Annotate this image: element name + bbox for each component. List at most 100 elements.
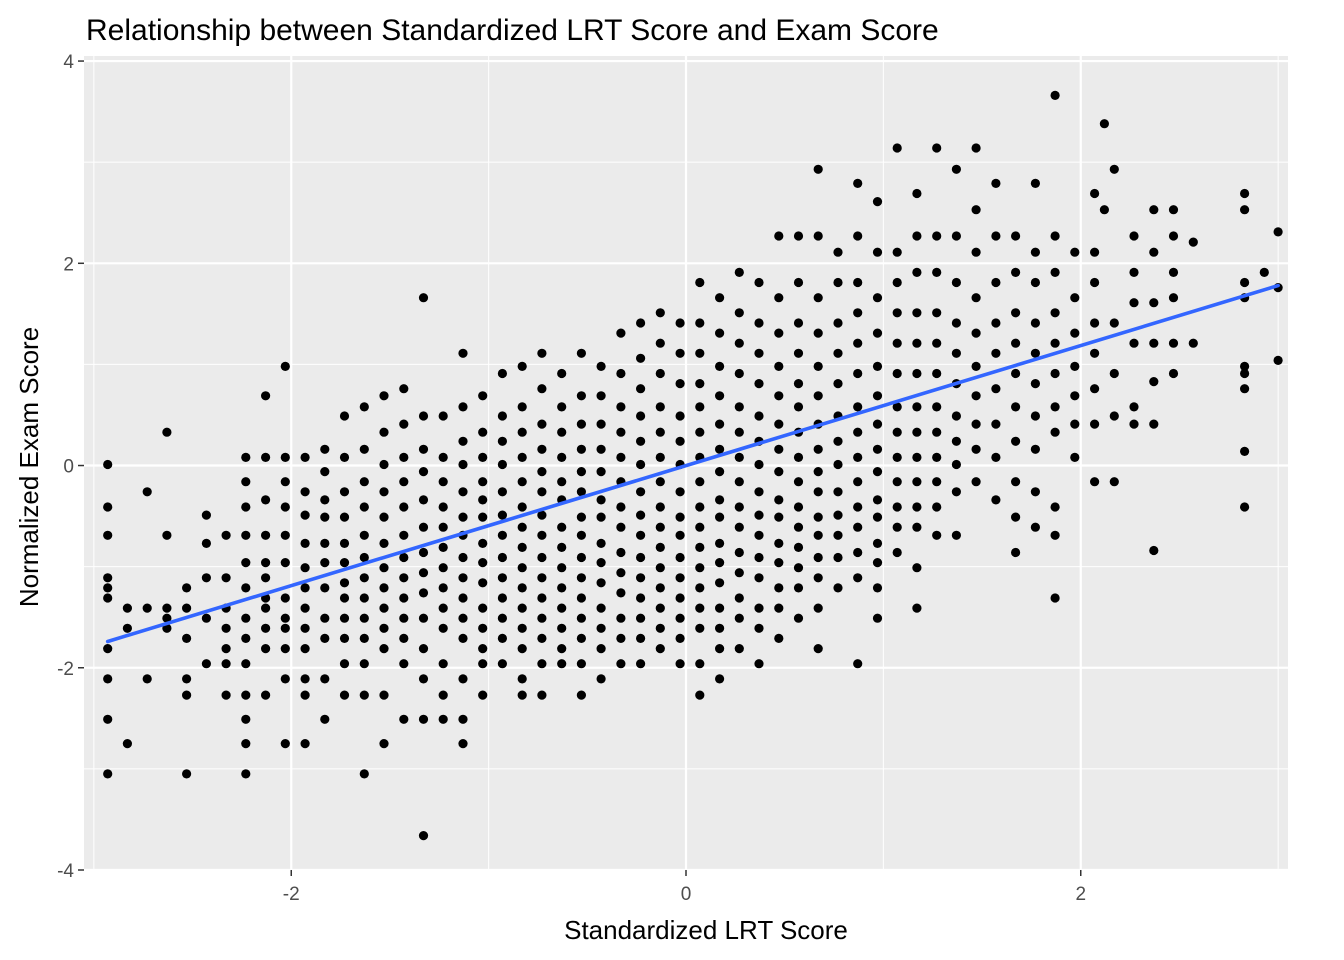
data-point	[497, 411, 507, 421]
data-point	[754, 573, 764, 583]
data-point	[695, 563, 705, 573]
data-point	[636, 411, 646, 421]
data-point	[300, 623, 310, 633]
data-point	[497, 487, 507, 497]
data-point	[1240, 188, 1250, 199]
data-point	[517, 583, 527, 593]
data-point	[1188, 237, 1198, 247]
data-point	[892, 368, 902, 379]
data-point	[1090, 419, 1100, 429]
data-point	[359, 769, 369, 779]
data-point	[478, 659, 488, 669]
data-point	[1011, 512, 1021, 522]
data-point	[793, 583, 804, 593]
data-point	[991, 384, 1001, 394]
data-point	[241, 659, 251, 669]
data-point	[951, 436, 962, 446]
data-point	[537, 348, 547, 358]
data-point	[1240, 368, 1250, 379]
data-point	[774, 444, 784, 454]
data-point	[774, 293, 784, 303]
data-point	[1168, 205, 1179, 215]
data-point	[458, 436, 468, 446]
data-point	[201, 613, 211, 623]
data-point	[557, 522, 567, 532]
data-point	[1129, 231, 1139, 241]
data-point	[892, 477, 902, 487]
data-point	[359, 573, 369, 583]
data-point	[359, 502, 369, 512]
data-point	[162, 613, 172, 623]
data-point	[675, 552, 685, 563]
data-point	[616, 588, 626, 598]
data-point	[1168, 267, 1179, 277]
data-point	[813, 512, 823, 522]
data-point	[715, 444, 725, 454]
data-point	[655, 427, 665, 437]
data-point	[1011, 267, 1021, 277]
data-point	[616, 427, 626, 437]
data-point	[261, 623, 271, 633]
data-point	[853, 573, 863, 583]
data-point	[853, 522, 863, 532]
data-point	[458, 739, 468, 749]
data-point	[754, 552, 764, 563]
data-point	[418, 444, 429, 454]
data-point	[339, 659, 350, 669]
data-point	[201, 659, 211, 669]
data-point	[1050, 231, 1060, 241]
data-point	[754, 510, 764, 520]
data-point	[675, 512, 685, 522]
data-point	[103, 714, 113, 724]
x-axis-ticks: -2 0 2	[283, 870, 1086, 905]
data-point	[261, 391, 271, 401]
data-point	[280, 674, 290, 684]
data-point	[458, 674, 468, 684]
data-point	[991, 452, 1001, 462]
data-point	[517, 361, 527, 371]
data-point	[537, 444, 547, 454]
data-point	[182, 583, 192, 593]
data-point	[399, 573, 409, 583]
data-point	[557, 583, 567, 593]
data-point	[320, 583, 330, 593]
data-point	[458, 459, 468, 470]
data-point	[182, 769, 192, 779]
data-point	[320, 558, 330, 568]
data-point	[478, 690, 488, 700]
data-point	[715, 558, 725, 568]
data-point	[280, 361, 290, 371]
data-point	[793, 613, 804, 623]
data-point	[280, 502, 290, 512]
data-point	[103, 769, 113, 779]
data-point	[438, 690, 448, 700]
data-point	[912, 308, 922, 318]
data-point	[418, 495, 429, 505]
data-point	[280, 452, 290, 462]
data-point	[971, 361, 981, 371]
data-point	[951, 348, 962, 358]
data-point	[695, 277, 705, 288]
data-point	[833, 318, 843, 328]
data-point	[951, 164, 962, 174]
data-point	[576, 613, 587, 623]
data-point	[971, 391, 981, 401]
data-point	[754, 659, 764, 669]
data-point	[833, 379, 843, 389]
y-tick-label: 0	[63, 457, 74, 478]
data-point	[793, 277, 804, 288]
data-point	[734, 522, 744, 532]
data-point	[991, 318, 1001, 328]
data-point	[695, 348, 705, 358]
data-point	[596, 391, 606, 401]
data-point	[833, 487, 843, 497]
data-point	[517, 502, 527, 512]
data-point	[339, 593, 350, 603]
data-point	[517, 690, 527, 700]
data-point	[695, 379, 705, 389]
data-point	[201, 538, 211, 549]
data-point	[576, 530, 587, 540]
data-point	[833, 247, 843, 257]
data-point	[1149, 205, 1159, 215]
data-point	[478, 578, 488, 588]
